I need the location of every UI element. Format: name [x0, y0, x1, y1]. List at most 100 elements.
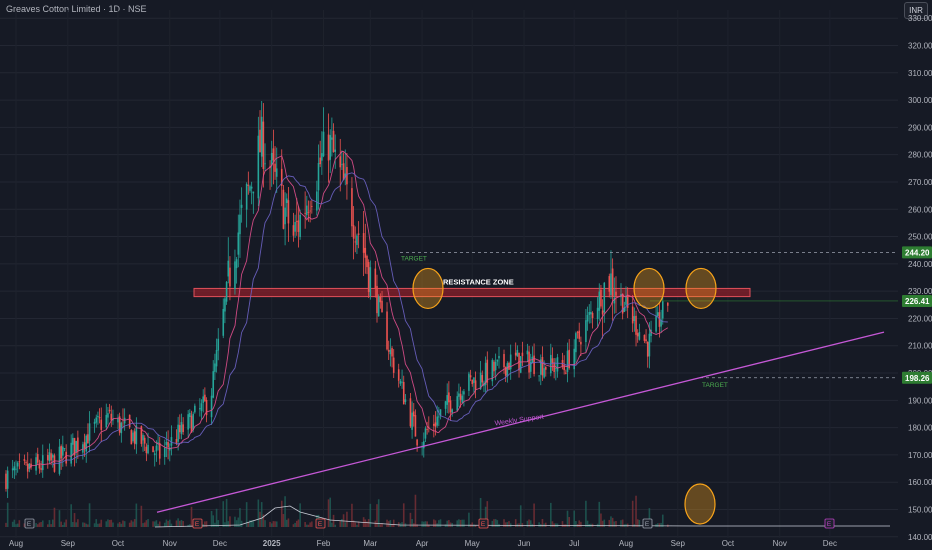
volume-bar — [212, 515, 215, 527]
volume-bar — [433, 519, 435, 527]
candle-body — [175, 438, 178, 444]
currency-button[interactable]: INR — [904, 2, 928, 19]
volume-bar — [140, 505, 143, 527]
candle-body — [412, 411, 415, 417]
event-marker — [642, 518, 653, 529]
y-tick-label: 250.00 — [908, 233, 932, 242]
candle-body — [493, 361, 495, 372]
price-badge-label: 198.26 — [905, 374, 930, 383]
volume-bar — [179, 520, 181, 527]
volume-bar — [65, 519, 67, 527]
candle-body — [366, 255, 368, 268]
volume-bar — [411, 518, 413, 527]
candle-body — [147, 444, 149, 454]
moving-average-line — [52, 172, 668, 466]
candle-body — [217, 338, 220, 351]
candle-body — [580, 341, 582, 345]
volume-bar — [36, 524, 39, 527]
volume-bar — [93, 523, 96, 527]
candle-body — [449, 400, 452, 413]
candle-body — [461, 395, 464, 403]
volume-bar — [573, 510, 576, 527]
candle-body — [379, 296, 382, 303]
volume-bar — [575, 521, 577, 527]
candle-body — [538, 375, 540, 377]
candle-body — [491, 360, 494, 382]
x-tick-label: Mar — [363, 539, 377, 548]
volume-bar — [568, 517, 570, 527]
candle-body — [648, 333, 651, 357]
volume-bar — [245, 502, 248, 527]
volume-bar — [366, 521, 368, 527]
volume-bar — [128, 522, 131, 527]
candle-body — [237, 232, 240, 255]
volume-bar — [448, 520, 450, 527]
event-marker-label: E — [481, 521, 486, 528]
candle-body — [35, 457, 37, 471]
candle-body — [496, 359, 499, 362]
volume-bar — [636, 519, 639, 527]
volume-bar — [491, 520, 494, 527]
candle-body — [479, 372, 482, 390]
volume-bar — [506, 522, 509, 527]
event-marker — [192, 518, 203, 529]
y-tick-label: 280.00 — [908, 151, 932, 160]
candle-body — [215, 349, 218, 367]
volume-bar — [580, 521, 582, 527]
candle-body — [48, 452, 51, 462]
candle-body — [205, 399, 208, 416]
candle-body — [331, 137, 333, 140]
candle-body — [272, 148, 275, 161]
candle-body — [202, 396, 204, 403]
volume-bar — [210, 510, 213, 527]
price-badge-label: 226.41 — [905, 297, 930, 306]
x-tick-label: Aug — [619, 539, 633, 548]
volume-bar — [533, 503, 535, 527]
candle-body — [591, 312, 594, 319]
volume-bar — [237, 517, 240, 527]
volume-bar — [247, 522, 250, 527]
volume-bar — [306, 524, 308, 527]
candle-body — [521, 352, 524, 357]
candle-body — [351, 188, 353, 227]
candle-body — [514, 352, 517, 356]
volume-bar — [446, 520, 448, 527]
volume-bar — [100, 519, 103, 527]
x-tick-label: Nov — [163, 539, 177, 548]
candle-body — [299, 214, 301, 237]
volume-bar — [262, 514, 265, 527]
candle-body — [354, 241, 357, 243]
candle-body — [16, 462, 19, 467]
volume-bar — [224, 522, 226, 527]
candle-body — [590, 311, 592, 315]
volume-bar — [118, 522, 121, 527]
candle-body — [332, 130, 335, 153]
candle-body — [645, 339, 647, 342]
volume-bar — [585, 500, 587, 527]
volume-bar — [519, 505, 522, 527]
volume-bar — [356, 524, 358, 527]
highlight-ellipse — [685, 267, 717, 310]
x-tick-label: Dec — [213, 539, 227, 548]
volume-bar — [97, 523, 99, 527]
candle-body — [474, 380, 477, 390]
candle-body — [541, 357, 544, 376]
candle-body — [257, 135, 260, 199]
y-tick-label: 210.00 — [908, 342, 932, 351]
candle-body — [46, 455, 49, 461]
volume-bar — [456, 520, 459, 527]
candle-body — [357, 233, 360, 235]
candle-body — [210, 395, 213, 418]
candle-body — [341, 164, 343, 166]
candle-body — [411, 412, 413, 430]
candle-body — [274, 163, 276, 172]
candle-body — [225, 281, 228, 302]
y-tick-label: 140.00 — [908, 533, 932, 542]
volume-bar — [304, 522, 306, 527]
x-tick-label: Sep — [671, 539, 686, 548]
y-tick-label: 170.00 — [908, 451, 932, 460]
candle-body — [392, 357, 395, 373]
candle-body — [386, 311, 388, 350]
candle-body — [416, 439, 418, 446]
